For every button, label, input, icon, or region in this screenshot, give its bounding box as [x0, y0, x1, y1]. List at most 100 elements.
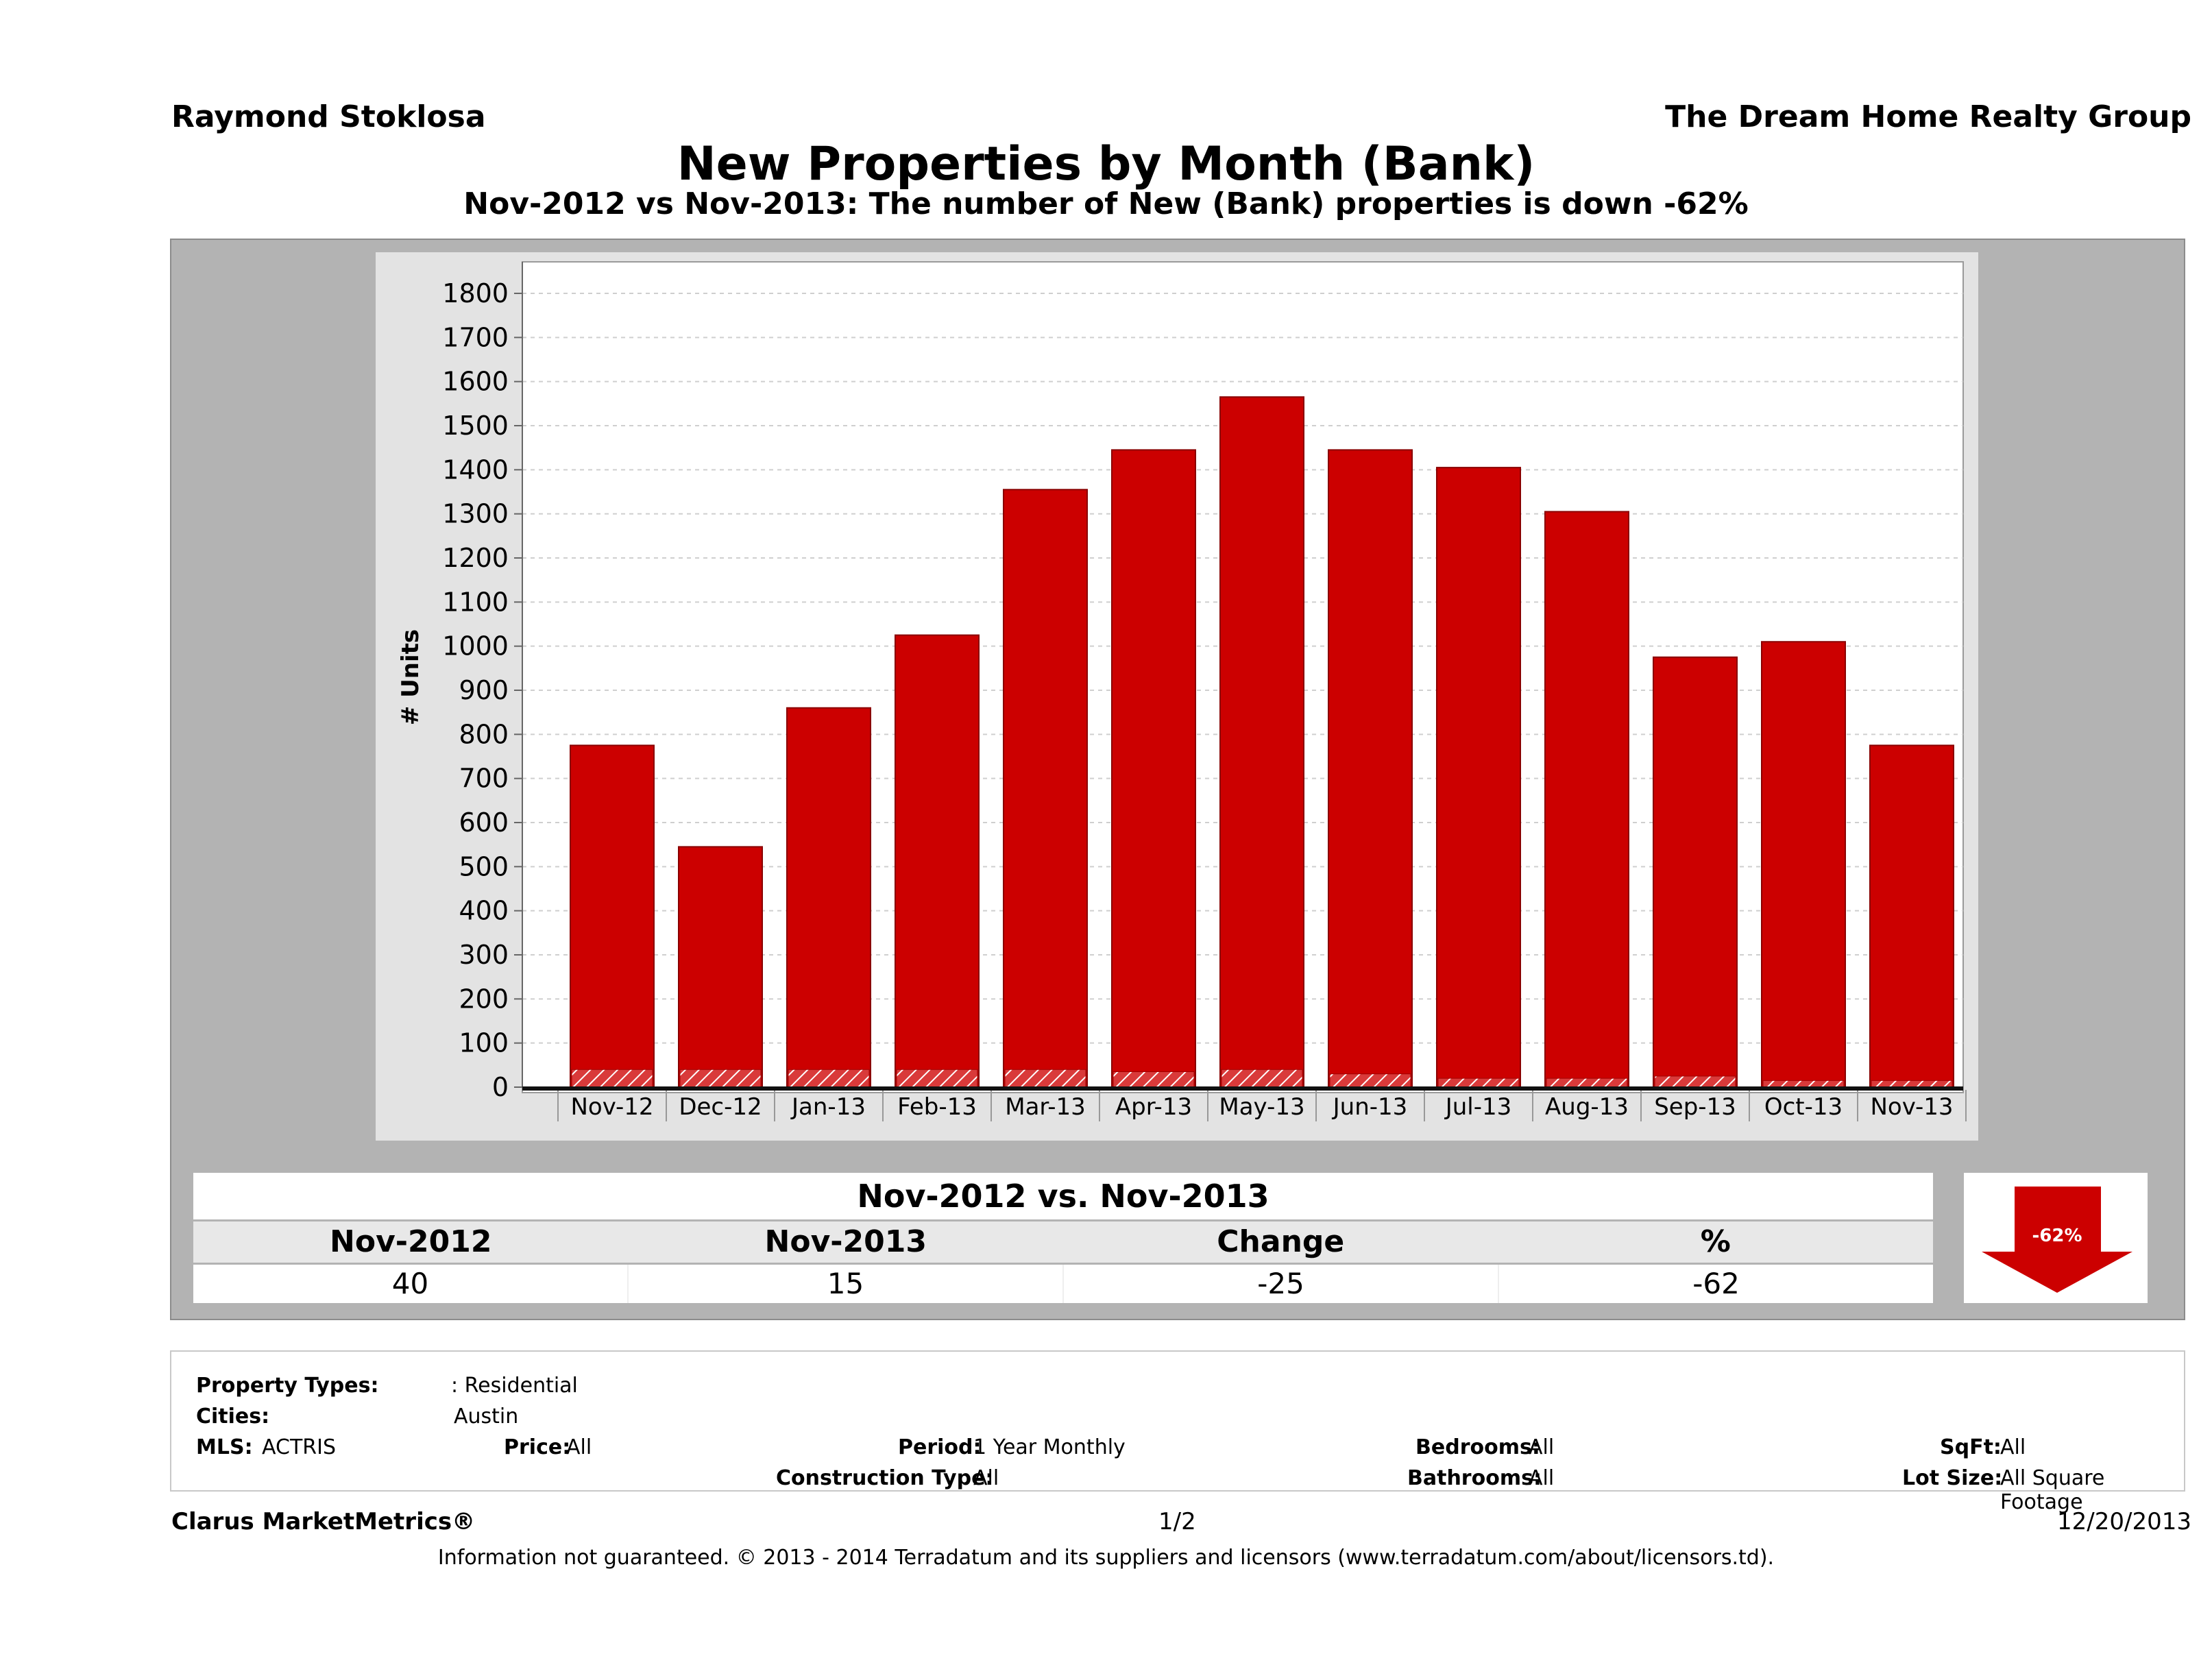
property-types-value: : Residential [451, 1374, 578, 1398]
chart-title: New Properties by Month (Bank) [677, 137, 1535, 191]
sqft-value: All [2000, 1435, 2026, 1459]
summary-value-nov2012: 40 [193, 1265, 629, 1303]
x-tick-label: May-13 [1219, 1093, 1304, 1121]
bar [1436, 467, 1521, 1089]
x-tick-label: Sep-13 [1654, 1093, 1736, 1121]
summary-header-row: Nov-2012 Nov-2013 Change % [193, 1221, 1933, 1263]
summary-header-change: Change [1217, 1224, 1345, 1259]
cities-label: Cities: [196, 1405, 270, 1428]
summary-title: Nov-2012 vs. Nov-2013 [193, 1173, 1933, 1219]
cities-value: Austin [454, 1405, 519, 1428]
x-tick-label: Nov-12 [571, 1093, 654, 1121]
y-tick-label: 1000 [442, 631, 509, 661]
y-tick-label: 200 [459, 984, 509, 1014]
lot-size-value: All Square Footage [2000, 1466, 2105, 1514]
summary-value-change: -25 [1064, 1265, 1499, 1303]
y-tick-label: 700 [459, 764, 509, 794]
x-tick-label: Aug-13 [1545, 1093, 1629, 1121]
bar-segment-hatched [1871, 1080, 1953, 1088]
mls-value: ACTRIS [262, 1435, 337, 1459]
summary-value-percent: -62 [1692, 1267, 1740, 1300]
bar [1869, 744, 1954, 1089]
price-label: Price: [504, 1435, 571, 1459]
y-tick-label: 500 [459, 851, 509, 881]
y-tick-label: 800 [459, 719, 509, 749]
mls-label: MLS: [196, 1435, 253, 1459]
x-tick-label: Jan-13 [790, 1093, 866, 1121]
bar [1111, 449, 1196, 1088]
disclaimer: Information not guaranteed. © 2013 - 201… [437, 1546, 1775, 1570]
bedrooms-label: Bedrooms: [1415, 1435, 1540, 1459]
y-tick-label: 1400 [442, 454, 509, 485]
footer-brand: Clarus MarketMetrics® [171, 1508, 476, 1535]
summary-value-nov2013: 15 [629, 1265, 1064, 1303]
bar [1653, 656, 1738, 1088]
bar [1003, 489, 1088, 1088]
lot-size-label: Lot Size: [1902, 1466, 2003, 1490]
y-tick-label: 0 [492, 1072, 509, 1102]
property-types-label: Property Types: [196, 1374, 379, 1398]
bar-segment-hatched [1437, 1078, 1520, 1088]
y-tick-label: 100 [459, 1028, 509, 1058]
y-tick-label: 300 [459, 940, 509, 970]
bar [678, 846, 763, 1089]
down-arrow-icon: -62% [1982, 1187, 2132, 1293]
construction-type-value: All [973, 1466, 999, 1490]
bar [1219, 396, 1304, 1088]
report-date: 12/20/2013 [2057, 1508, 2191, 1535]
x-tick-label: Oct-13 [1764, 1093, 1843, 1121]
bar-segment-hatched [1221, 1069, 1303, 1088]
company-name: The Dream Home Realty Group [1665, 99, 2191, 134]
bar-segment-hatched [571, 1069, 653, 1088]
summary-header-nov2012: Nov-2012 [330, 1224, 492, 1259]
bar-segment-hatched [1004, 1069, 1086, 1088]
bar-segment-hatched [1654, 1075, 1736, 1088]
x-tick-label: Dec-12 [679, 1093, 762, 1121]
bar-segment-hatched [896, 1069, 978, 1088]
y-tick-label: 1500 [442, 411, 509, 441]
x-tick-label: Nov-13 [1871, 1093, 1954, 1121]
y-axis-label: # Units [397, 629, 424, 725]
summary-header-nov2013: Nov-2013 [764, 1224, 927, 1259]
y-tick-label: 600 [459, 807, 509, 838]
bathrooms-label: Bathrooms: [1407, 1466, 1542, 1490]
bar-segment-hatched [1546, 1078, 1628, 1088]
bathrooms-value: All [1529, 1466, 1555, 1490]
bar-segment-hatched [1762, 1080, 1845, 1088]
x-tick-label: Mar-13 [1005, 1093, 1086, 1121]
summary-header-percent: % [1700, 1224, 1731, 1259]
bedrooms-value: All [1529, 1435, 1555, 1459]
change-badge-label: -62% [2032, 1226, 2082, 1246]
price-value: All [566, 1435, 592, 1459]
bar-segment-hatched [1113, 1071, 1195, 1088]
x-tick-label: Jul-13 [1444, 1093, 1512, 1121]
y-tick-label: 1300 [442, 499, 509, 529]
bar [1544, 511, 1629, 1088]
x-tick-label: Feb-13 [897, 1093, 977, 1121]
x-tick-label: Apr-13 [1115, 1093, 1192, 1121]
agent-name: Raymond Stoklosa [171, 99, 486, 134]
bar [895, 634, 980, 1088]
bar-chart: 0 100 200 300 400 500 600 700 800 900 1000 1100 1200… [397, 261, 1967, 1121]
summary-value-row: 40 15 -25 -62 [193, 1265, 1933, 1303]
filters-panel: Property Types: : Residential Cities: Au… [170, 1350, 2185, 1514]
y-tick-label: 1700 [442, 322, 509, 352]
sqft-label: SqFt: [1940, 1435, 2002, 1459]
bar [1761, 641, 1846, 1088]
y-tick-label: 1200 [442, 543, 509, 573]
bar-segment-hatched [788, 1069, 870, 1088]
construction-type-label: Construction Type: [776, 1466, 994, 1490]
bar [1328, 449, 1413, 1088]
bar [570, 744, 655, 1089]
page-number: 1/2 [1158, 1508, 1196, 1535]
chart-subtitle: Nov-2012 vs Nov-2013: The number of New … [463, 186, 1749, 221]
change-badge: -62% [1964, 1173, 2148, 1303]
x-tick-label: Jun-13 [1332, 1093, 1408, 1121]
bar-segment-hatched [1329, 1073, 1411, 1088]
period-label: Period: [898, 1435, 982, 1459]
y-tick-label: 1800 [442, 278, 509, 308]
bar [786, 707, 871, 1088]
y-tick-label: 900 [459, 675, 509, 705]
bar-segment-hatched [679, 1069, 762, 1088]
y-tick-label: 1600 [442, 367, 509, 397]
